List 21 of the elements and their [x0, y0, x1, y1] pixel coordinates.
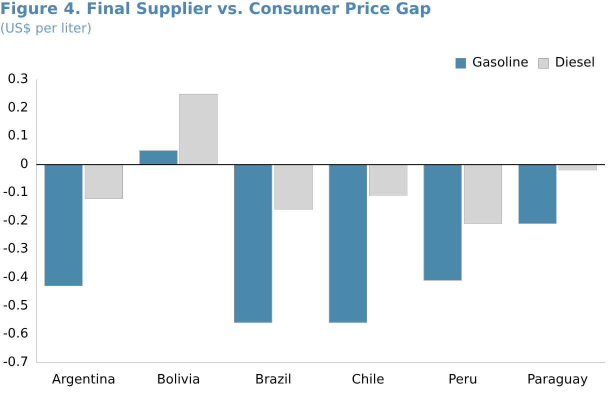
x-tick-label: Bolivia: [156, 372, 200, 388]
y-tick-label: -0.2: [2, 213, 28, 228]
chart-subtitle: (US$ per liter): [0, 21, 92, 36]
x-tick-label: Brazil: [255, 372, 292, 388]
y-tick-label: -0.7: [2, 354, 28, 370]
y-tick-label: 0.2: [8, 100, 28, 116]
x-tick-label: Argentina: [52, 372, 116, 388]
y-tick-label: -0.4: [2, 270, 28, 285]
y-tick-label: -0.3: [2, 242, 28, 257]
x-tick-label: Paraguay: [527, 372, 588, 388]
legend-label: Diesel: [554, 56, 596, 71]
y-tick-label: 0.3: [8, 72, 28, 88]
legend-label: Gasoline: [472, 56, 529, 71]
y-tick-label: 0.1: [8, 128, 28, 144]
x-tick-label: Peru: [448, 372, 478, 388]
chart-title: Figure 4. Final Supplier vs. Consumer Price Gap: [0, 0, 432, 18]
x-tick-label: Chile: [352, 372, 384, 388]
y-tick-label: -0.5: [2, 298, 28, 314]
y-tick-label: 0: [20, 156, 28, 172]
y-tick-label: -0.6: [2, 326, 28, 342]
y-tick-label: -0.1: [2, 185, 28, 200]
